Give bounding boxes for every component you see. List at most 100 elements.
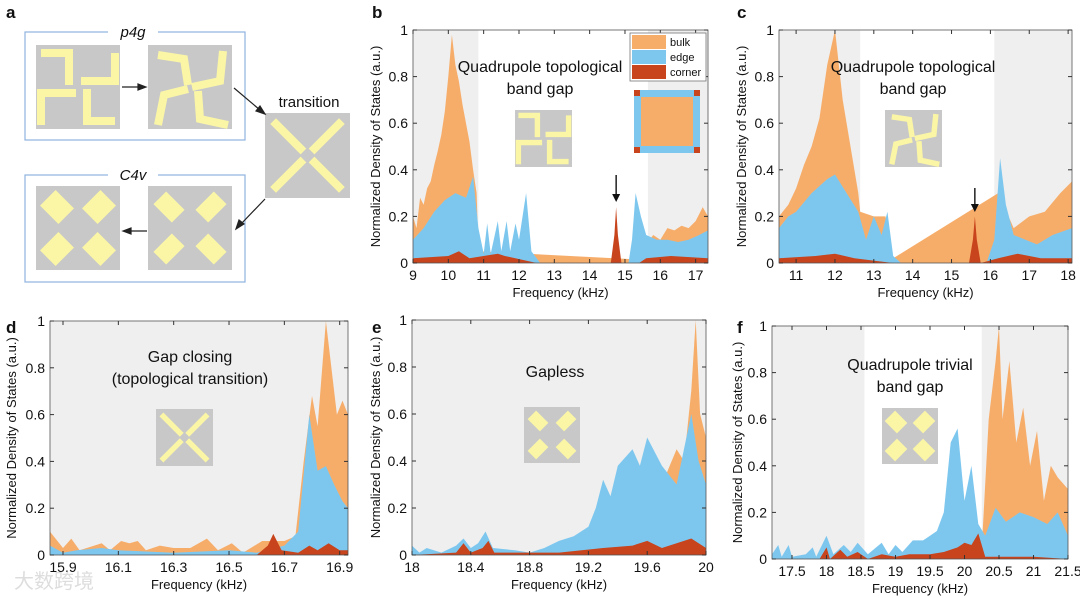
x-tick-label: 15.9 xyxy=(49,559,76,575)
y-tick-label: 0.2 xyxy=(748,504,768,520)
y-tick-label: 0.8 xyxy=(389,69,409,85)
x-tick-label: 16.7 xyxy=(271,559,298,575)
legend: bulk edge corner xyxy=(629,32,707,153)
panel-letter-e: e xyxy=(372,318,381,337)
rod-block xyxy=(527,410,549,432)
plot-frame xyxy=(49,320,349,556)
panel-f-chart: Quadrupole trivial band gap 17.5 18 18.5 19 19… xyxy=(730,318,1080,596)
x-tick-label: 12 xyxy=(827,267,843,283)
c4v-label: C4v xyxy=(120,167,148,184)
band-gap-annotation: Gap closing xyxy=(148,349,233,366)
unit-cell-c4v xyxy=(882,408,938,464)
x-tick-label: 15 xyxy=(944,267,960,283)
x-tick-label: 18.8 xyxy=(516,559,543,575)
rod-l-shape xyxy=(916,141,940,167)
arrow-to-transition xyxy=(233,87,261,111)
y-tick-label: 0 xyxy=(37,547,45,563)
arrow-head xyxy=(612,194,621,202)
x-tick-label: 11 xyxy=(476,267,491,283)
rod-block xyxy=(912,438,936,462)
transition-label: transition xyxy=(279,94,340,111)
c4v-label-bg xyxy=(108,169,158,181)
x-tick-label: 9 xyxy=(409,267,417,283)
y-axis-label: Normalized Density of States (a.u.) xyxy=(730,342,745,544)
sample-schematic xyxy=(634,90,700,153)
rod-l-shape xyxy=(889,137,913,165)
x-tick-label: 16 xyxy=(983,267,999,283)
x-tick-label: 20.5 xyxy=(985,563,1012,579)
arrow-head xyxy=(137,83,148,91)
x-tick-label: 18 xyxy=(819,563,835,579)
legend-swatch-bulk xyxy=(632,35,666,49)
y-tick-label: 0.8 xyxy=(755,69,775,85)
sample-corner-region xyxy=(634,90,640,96)
y-tick-label: 0.6 xyxy=(755,115,775,131)
y-axis-label: Normalized Density of States (a.u.) xyxy=(4,337,19,539)
rod-l-shape xyxy=(545,115,572,138)
x-tick-label: 17.5 xyxy=(778,563,805,579)
rod-bar xyxy=(308,118,345,155)
rod-block xyxy=(884,438,908,462)
unit-cell-c4v-small xyxy=(148,186,232,270)
x-axis-label: Frequency (kHz) xyxy=(512,285,608,300)
rod-block xyxy=(912,410,936,434)
series-corner-area xyxy=(413,207,708,263)
x-tick-label: 19.6 xyxy=(634,559,661,575)
y-tick-label: 0.4 xyxy=(755,162,775,178)
unit-cell-background xyxy=(36,45,120,129)
rod-bar xyxy=(159,438,184,463)
plot-frame xyxy=(778,29,1073,264)
plot-frame xyxy=(411,319,707,556)
x-tick-label: 14 xyxy=(905,267,921,283)
legend-swatch-edge xyxy=(632,50,666,64)
series-corner-area xyxy=(779,216,1072,263)
rod-l-shape xyxy=(41,49,73,85)
x-tick-label: 17 xyxy=(688,267,704,283)
sample-corner-region xyxy=(694,90,700,96)
series-bulk-area xyxy=(981,326,1068,559)
y-axis-label: Normalized Density of States (a.u.) xyxy=(734,46,749,248)
rod-l-shape xyxy=(546,139,569,165)
rod-l-shape xyxy=(191,50,227,91)
rod-l-shape xyxy=(194,90,229,129)
y-tick-label: 0.8 xyxy=(748,365,768,381)
legend-label-corner: corner xyxy=(670,67,702,79)
x-tick-label: 18 xyxy=(404,559,420,575)
arrow-head xyxy=(254,104,267,116)
y-tick-label: 1 xyxy=(37,313,45,329)
panel-c-chart: Quadrupole topological band gap 11 12 13 14 15… xyxy=(734,3,1076,300)
x-axis-label: Frequency (kHz) xyxy=(877,285,973,300)
y-tick-label: 0.6 xyxy=(388,406,408,422)
sample-corner-region xyxy=(694,147,700,153)
band-gap-annotation: (topological transition) xyxy=(112,371,269,388)
x-tick-label: 13 xyxy=(547,267,563,283)
y-axis-label: Normalized Density of States (a.u.) xyxy=(368,337,383,539)
y-tick-label: 0 xyxy=(759,551,767,567)
legend-swatch-corner xyxy=(632,65,666,79)
rod-block xyxy=(40,190,74,224)
rod-bar xyxy=(159,412,184,437)
unit-cell-c4v-small xyxy=(524,407,580,463)
x-tick-label: 21 xyxy=(1026,563,1042,579)
x-tick-label: 16.1 xyxy=(105,559,132,575)
plot-frame xyxy=(412,29,709,264)
y-tick-label: 0 xyxy=(399,547,407,563)
x-tick-label: 17 xyxy=(1021,267,1037,283)
unit-cell-background xyxy=(515,110,572,167)
x-tick-label: 12 xyxy=(511,267,527,283)
x-tick-label: 18 xyxy=(1060,267,1076,283)
plot-frame xyxy=(771,325,1069,560)
x-axis-label: Frequency (kHz) xyxy=(872,581,968,596)
series-edge-area xyxy=(779,158,1072,263)
p4g-label-bg xyxy=(108,26,158,38)
y-tick-label: 0.2 xyxy=(26,500,46,516)
rod-bar xyxy=(308,156,345,193)
rod-l-shape xyxy=(83,89,115,125)
arrow-head xyxy=(234,218,246,231)
rod-block xyxy=(195,191,227,223)
panel-letter-b: b xyxy=(372,3,382,22)
transition-arrows xyxy=(121,83,267,235)
x-tick-label: 20 xyxy=(957,563,973,579)
arrow-to-c4v xyxy=(240,198,266,225)
